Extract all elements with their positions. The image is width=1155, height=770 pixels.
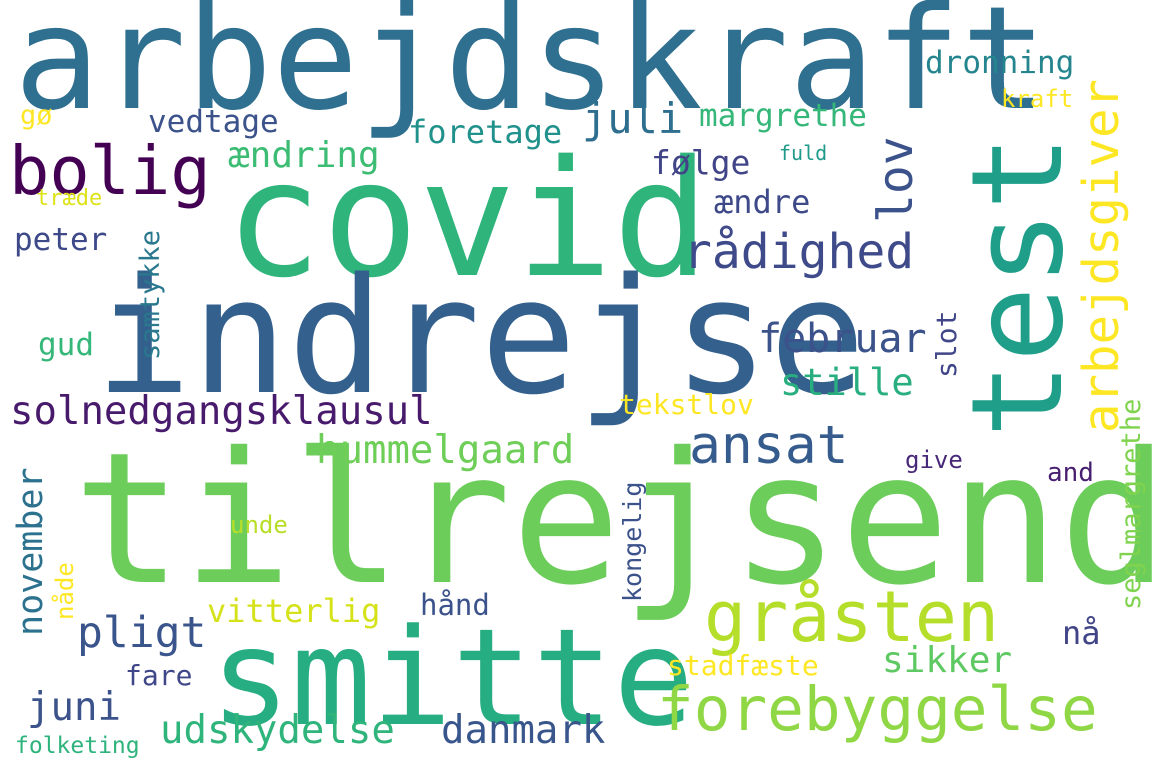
word-stille: stille <box>780 361 914 404</box>
word-følge: følge <box>651 143 751 182</box>
word-seglmargrethe: seglmargrethe <box>1116 398 1147 610</box>
word-ændring: ændring <box>228 135 380 176</box>
word-tekstlov: tekstlov <box>619 388 754 421</box>
word-danmark: danmark <box>441 708 606 753</box>
word-arbejdskraft: arbejdskraft <box>14 0 1048 142</box>
word-ansat: ansat <box>689 415 849 476</box>
word-november: november <box>11 467 51 636</box>
word-covid: covid <box>225 126 710 313</box>
word-and: and <box>1047 458 1094 488</box>
word-bolig: bolig <box>9 132 211 210</box>
word-kongelig: kongelig <box>618 481 647 602</box>
word-kraft: kraft <box>1001 85 1074 113</box>
word-slot: slot <box>930 310 963 378</box>
word-give: give <box>905 446 963 474</box>
word-nåde: nåde <box>51 562 79 620</box>
word-arbejdsgiver: arbejdsgiver <box>1073 78 1130 433</box>
word-juli: juli <box>582 94 684 143</box>
word-folketing: folketing <box>15 733 140 759</box>
word-dronning: dronning <box>925 45 1075 81</box>
word-pligt: pligt <box>77 608 207 658</box>
word-solnedgangsklausul: solnedgangsklausul <box>10 389 433 434</box>
word-sikker: sikker <box>882 640 1013 681</box>
word-fuld: fuld <box>779 141 828 165</box>
word-hånd: hånd <box>420 588 490 622</box>
word-foretage: foretage <box>408 113 563 151</box>
word-træde: træde <box>36 186 103 211</box>
word-gråsten: gråsten <box>704 576 1000 658</box>
word-lov: lov <box>868 136 924 223</box>
word-ændre: ændre <box>714 183 811 221</box>
word-stadfæste: stadfæste <box>667 649 819 682</box>
word-unde: unde <box>230 511 288 539</box>
word-margrethe: margrethe <box>699 98 867 134</box>
word-juni: juni <box>27 685 121 730</box>
word-gø: gø <box>20 100 53 131</box>
word-fare: fare <box>125 659 193 692</box>
word-nå: nå <box>1062 614 1101 652</box>
word-tilrejsende: tilrejsende <box>73 413 1155 625</box>
word-udskydelse: udskydelse <box>160 708 395 753</box>
word-smitte: smitte <box>210 600 695 756</box>
word-forebyggelse: forebyggelse <box>657 674 1098 745</box>
word-samtykke: samtykke <box>135 229 166 360</box>
word-hummelgaard: hummelgaard <box>316 428 575 473</box>
word-vitterlig: vitterlig <box>207 592 381 630</box>
word-peter: peter <box>14 222 108 258</box>
word-vedtage: vedtage <box>148 104 279 140</box>
word-rådighed: rådighed <box>683 224 915 280</box>
word-test: test <box>944 134 1091 438</box>
word-februar: februar <box>758 316 927 362</box>
word-gud: gud <box>38 327 94 363</box>
word-indrejse: indrejse <box>95 243 866 430</box>
